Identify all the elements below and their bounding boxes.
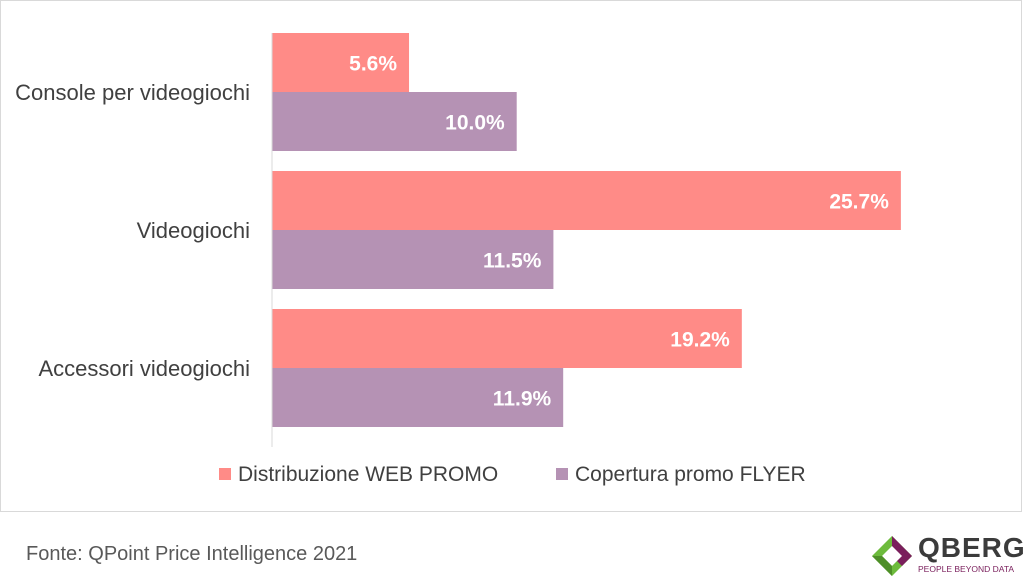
bar (272, 92, 517, 151)
bar (272, 230, 554, 289)
legend-label: Copertura promo FLYER (575, 463, 806, 486)
category-label: Accessori videogiochi (38, 356, 250, 381)
bar-chart: Console per videogiochi 5.6% 10.0% Videogio… (15, 33, 901, 486)
data-label: 5.6% (349, 53, 397, 76)
bar (272, 309, 742, 368)
data-label: 19.2% (670, 329, 730, 352)
qberg-logo: QBERG PEOPLE BEYOND DATA (870, 532, 1024, 580)
source-note: Fonte: QPoint Price Intelligence 2021 (26, 543, 358, 565)
logo-wordmark: QBERG (918, 532, 1024, 563)
legend-swatch (556, 468, 568, 480)
data-label: 25.7% (829, 191, 889, 214)
bar (272, 33, 410, 92)
legend-label: Distribuzione WEB PROMO (238, 463, 498, 486)
category-label: Videogiochi (137, 218, 250, 243)
logo-tagline: PEOPLE BEYOND DATA (918, 564, 1015, 574)
qberg-logo-mark (872, 536, 912, 576)
category-label: Console per videogiochi (15, 80, 250, 105)
data-label: 11.9% (493, 388, 552, 411)
data-label: 11.5% (483, 250, 542, 273)
chart-frame: Console per videogiochi 5.6% 10.0% Videogio… (0, 0, 1022, 512)
bar (272, 171, 901, 230)
data-label: 10.0% (445, 112, 505, 135)
bar (272, 368, 564, 427)
legend-swatch (219, 468, 231, 480)
